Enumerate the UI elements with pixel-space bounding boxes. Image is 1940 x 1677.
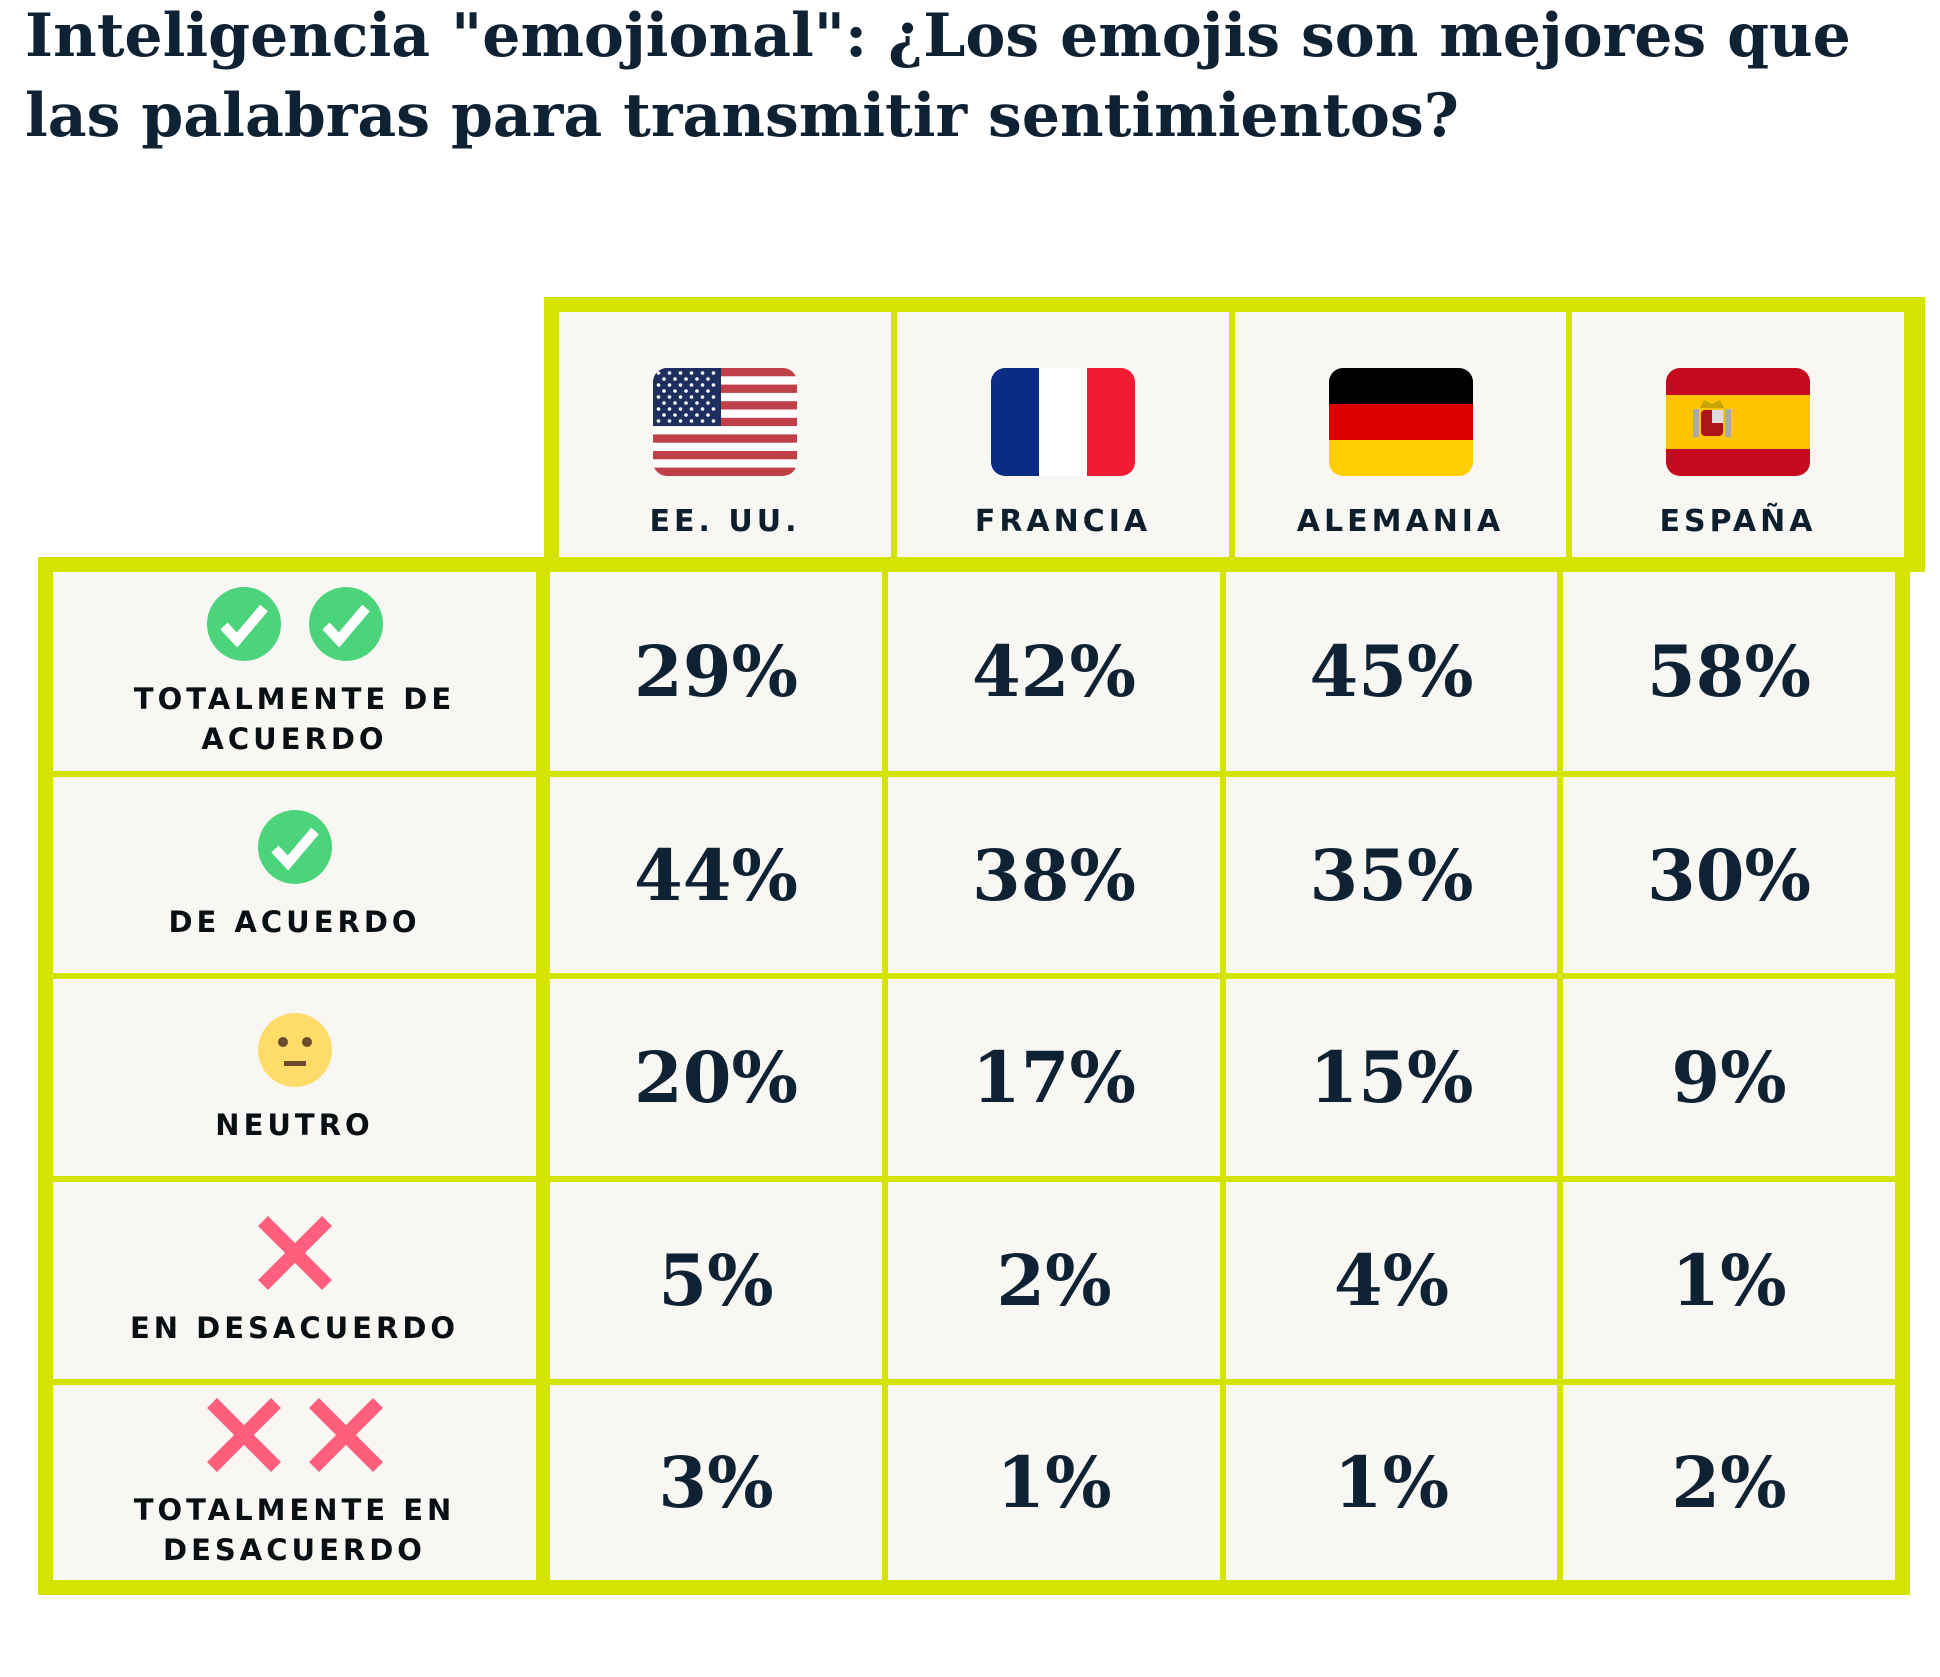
row-label: TOTALMENTE DE ACUERDO — [133, 681, 456, 756]
column-header-france: FRANCIA — [897, 312, 1229, 572]
column-header-germany: ALEMANIA — [1235, 312, 1566, 572]
double-check-icon — [206, 585, 384, 663]
value-cell: 5% — [550, 1182, 882, 1379]
value-cell: 4% — [1226, 1182, 1557, 1379]
value-cell: 35% — [1226, 777, 1557, 973]
value-cell: 3% — [550, 1385, 882, 1580]
row-label-cell: EN DESACUERDO — [53, 1182, 536, 1379]
france-flag-icon — [991, 368, 1135, 476]
value-cell: 2% — [1563, 1385, 1895, 1580]
column-header-us: EE. UU. — [559, 312, 891, 572]
column-label: FRANCIA — [974, 504, 1152, 539]
value-cell: 1% — [1563, 1182, 1895, 1379]
value-cell: 38% — [888, 777, 1220, 973]
row-label: DE ACUERDO — [168, 905, 421, 939]
value-cell: 44% — [550, 777, 882, 973]
value-cell: 42% — [888, 572, 1220, 771]
value-cell: 9% — [1563, 979, 1895, 1176]
value-cell: 30% — [1563, 777, 1895, 973]
value-cell: 20% — [550, 979, 882, 1176]
us-flag-icon — [653, 368, 797, 476]
cross-icon — [257, 1214, 333, 1292]
value-cell: 1% — [888, 1385, 1220, 1580]
value-cell: 29% — [550, 572, 882, 771]
column-label: ESPAÑA — [1659, 504, 1817, 539]
table-header: EE. UU. FRANCIA ALEMANIA ESPAÑA — [544, 297, 1925, 572]
row-label-cell: TOTALMENTE EN DESACUERDO — [53, 1385, 536, 1580]
row-label-cell: NEUTRO — [53, 979, 536, 1176]
neutral-face-icon — [257, 1011, 333, 1089]
column-header-spain: ESPAÑA — [1572, 312, 1904, 572]
row-label: TOTALMENTE EN DESACUERDO — [133, 1492, 456, 1567]
page-title: Inteligencia "emojional": ¿Los emojis so… — [25, 1, 1851, 151]
value-cell: 15% — [1226, 979, 1557, 1176]
row-label-cell: TOTALMENTE DE ACUERDO — [53, 572, 536, 771]
value-cell: 45% — [1226, 572, 1557, 771]
value-cell: 58% — [1563, 572, 1895, 771]
value-cell: 1% — [1226, 1385, 1557, 1580]
row-label: EN DESACUERDO — [129, 1310, 460, 1345]
column-label: EE. UU. — [649, 504, 801, 539]
value-cell: 2% — [888, 1182, 1220, 1379]
results-table: TOTALMENTE DE ACUERDO 29% 42% 45% 58% DE ACUE… — [38, 557, 1910, 1595]
row-label-cell: DE ACUERDO — [53, 777, 536, 973]
double-cross-icon — [206, 1396, 384, 1474]
spain-flag-icon — [1666, 368, 1810, 476]
value-cell: 17% — [888, 979, 1220, 1176]
check-icon — [257, 808, 333, 886]
row-label: NEUTRO — [215, 1107, 374, 1142]
column-label: ALEMANIA — [1296, 504, 1505, 539]
germany-flag-icon — [1328, 368, 1473, 476]
